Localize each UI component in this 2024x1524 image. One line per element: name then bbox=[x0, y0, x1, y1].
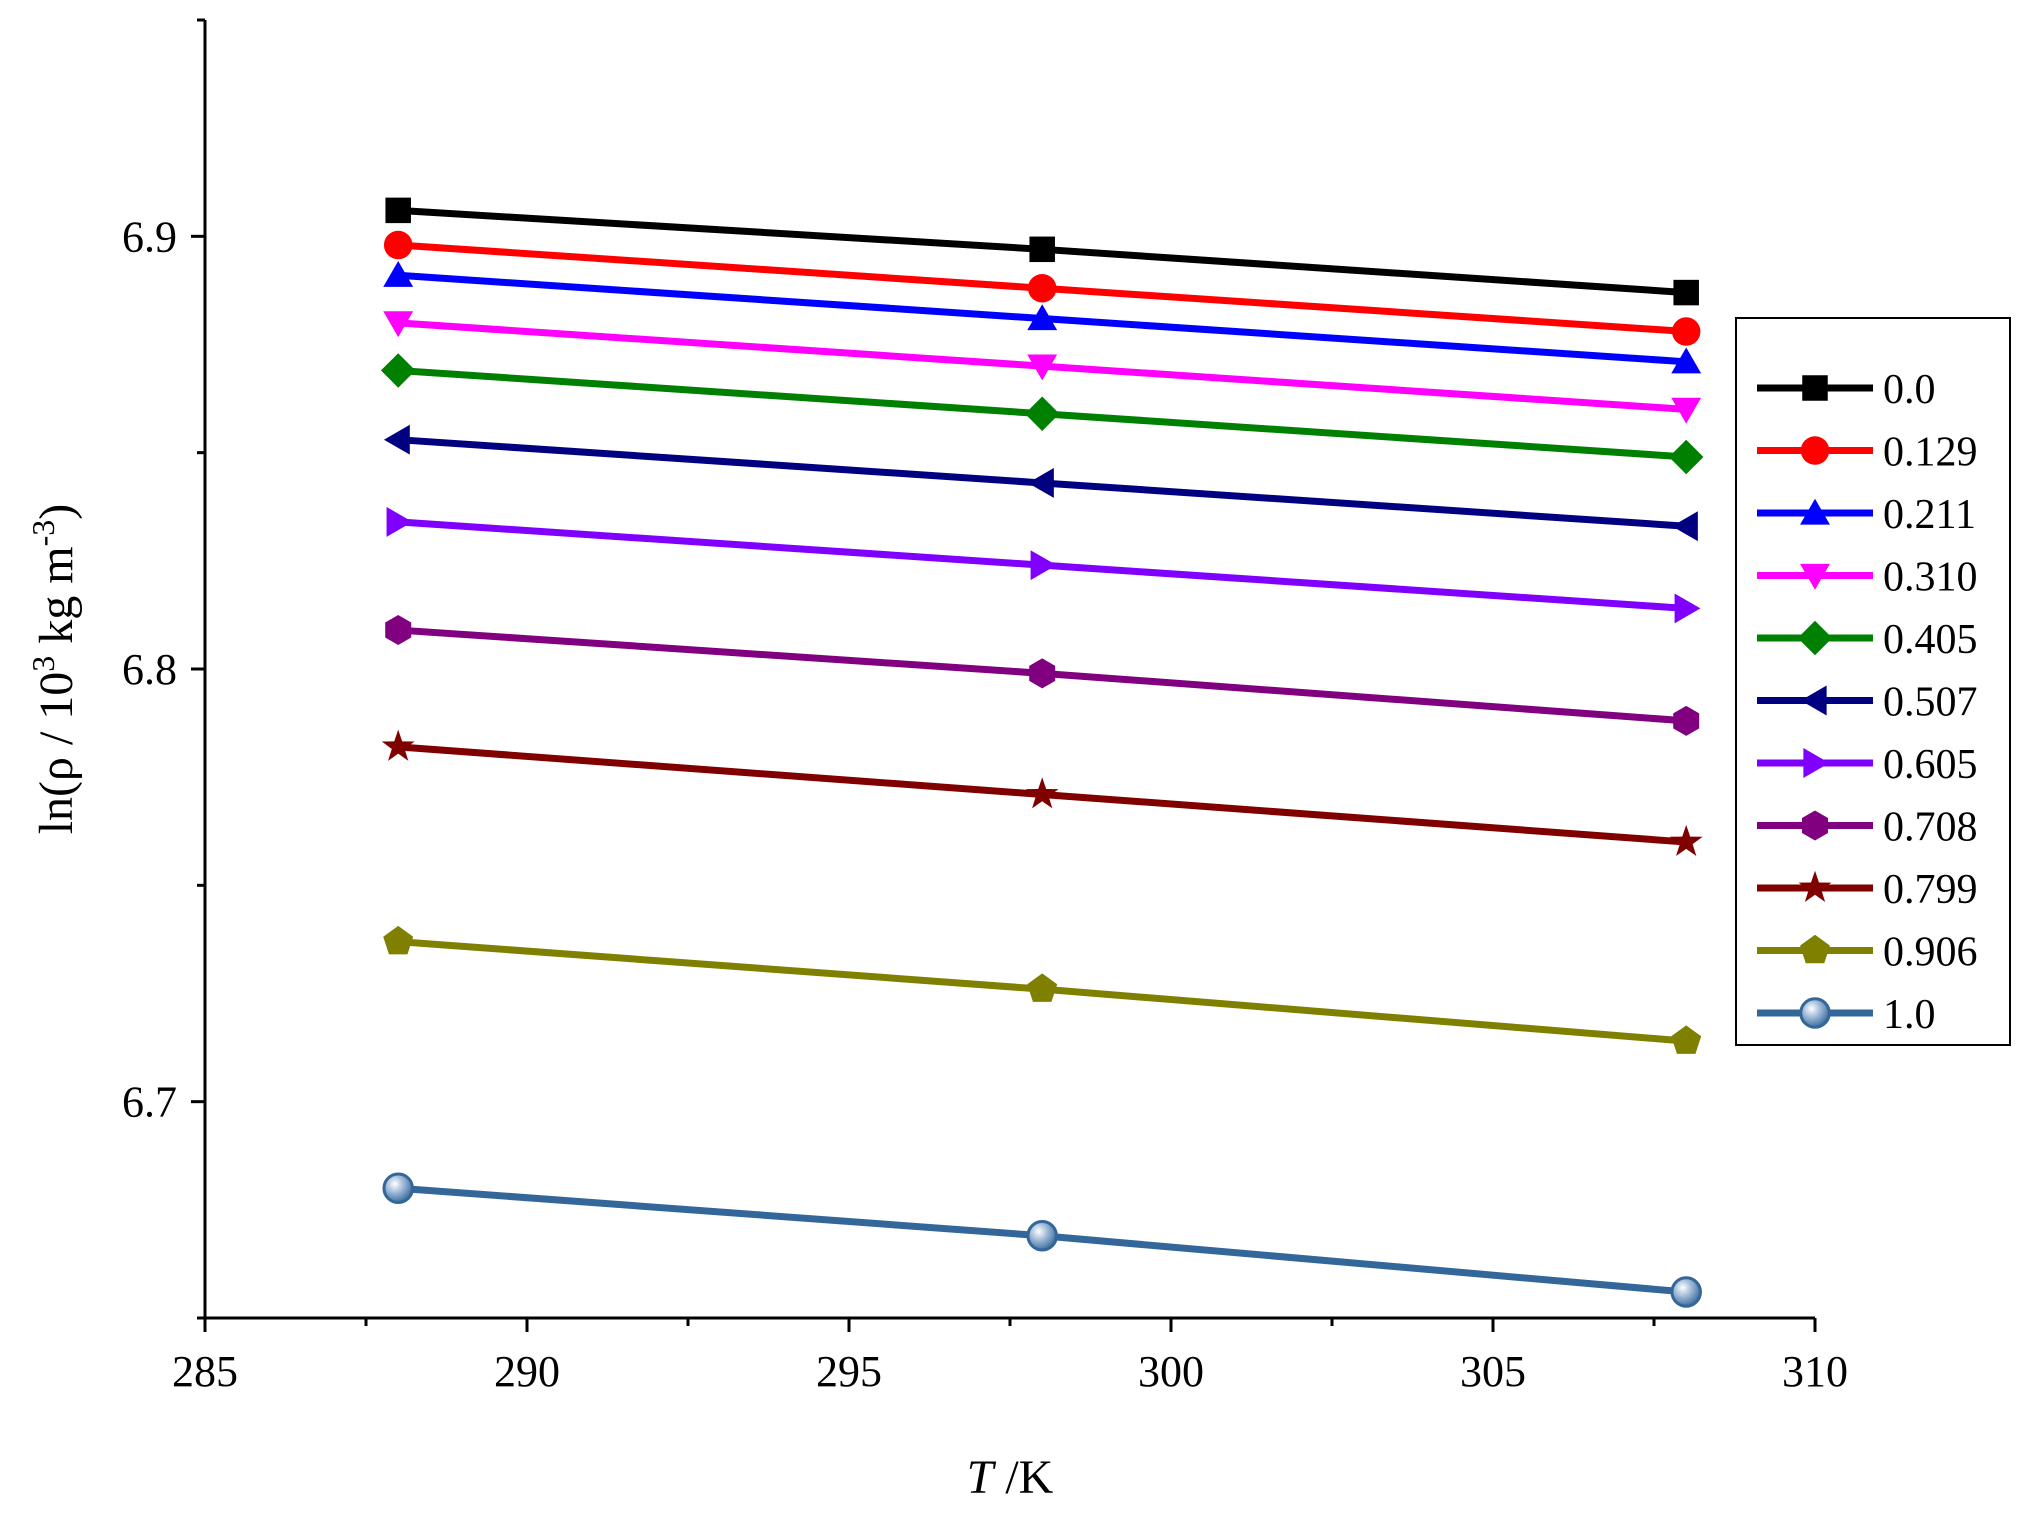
series-0.129 bbox=[383, 230, 1701, 346]
data-point bbox=[383, 230, 413, 260]
legend-item: 0.211 bbox=[1757, 492, 1976, 538]
data-point bbox=[1797, 620, 1833, 656]
data-point bbox=[1027, 274, 1057, 303]
legend-item: 0.507 bbox=[1757, 680, 1978, 726]
legend-label: 0.708 bbox=[1883, 805, 1978, 851]
data-point bbox=[1800, 498, 1830, 525]
data-point bbox=[1802, 375, 1828, 401]
x-axis-title: T /K bbox=[967, 1451, 1054, 1504]
data-point bbox=[1029, 236, 1055, 263]
data-point bbox=[1674, 593, 1701, 624]
data-point bbox=[383, 925, 414, 955]
legend-item: 0.906 bbox=[1757, 930, 1978, 976]
data-point bbox=[1027, 973, 1058, 1002]
data-point bbox=[1800, 436, 1830, 465]
x-tick-label: 305 bbox=[1460, 1347, 1526, 1396]
x-tick-label: 300 bbox=[1138, 1347, 1204, 1396]
data-point bbox=[1673, 279, 1699, 306]
data-point bbox=[1024, 396, 1060, 431]
y-tick-label: 6.8 bbox=[122, 645, 177, 694]
series-1.0 bbox=[382, 1172, 1702, 1308]
data-point bbox=[1800, 685, 1827, 716]
series-layer bbox=[380, 197, 1704, 1308]
data-point bbox=[385, 197, 411, 224]
data-point bbox=[1029, 658, 1056, 689]
data-point bbox=[1671, 1025, 1702, 1054]
y-tick-label: 6.7 bbox=[122, 1078, 177, 1127]
series-0.211 bbox=[383, 261, 1702, 374]
data-point bbox=[1026, 1220, 1058, 1252]
series-0.310 bbox=[383, 311, 1702, 424]
data-point bbox=[383, 311, 414, 338]
data-point bbox=[1799, 997, 1831, 1029]
data-point bbox=[1800, 934, 1830, 964]
legend-item: 0.405 bbox=[1757, 617, 1978, 663]
legend-label: 0.0 bbox=[1883, 367, 1936, 413]
data-point bbox=[1668, 439, 1704, 475]
x-tick-label: 290 bbox=[494, 1347, 560, 1396]
legend-item: 0.129 bbox=[1757, 430, 1978, 476]
data-point bbox=[383, 261, 414, 287]
legend-item: 1.0 bbox=[1757, 992, 1936, 1038]
legend-items: 0.0 0.129 0.211 0.310 0.405 0.507 0.605 0.708 0.… bbox=[1757, 367, 1978, 1038]
legend-item: 0.799 bbox=[1757, 867, 1978, 913]
series-0.0 bbox=[385, 197, 1699, 306]
data-point bbox=[1669, 824, 1703, 857]
series-0.605 bbox=[386, 506, 1701, 624]
data-point bbox=[1803, 748, 1830, 778]
data-point bbox=[380, 353, 416, 388]
data-point bbox=[1027, 354, 1058, 381]
data-point bbox=[382, 1172, 414, 1204]
x-tick-label: 295 bbox=[816, 1347, 882, 1396]
x-tick-label: 285 bbox=[172, 1347, 238, 1396]
data-point bbox=[1798, 870, 1832, 902]
data-point bbox=[1670, 1276, 1702, 1308]
legend-label: 0.405 bbox=[1883, 617, 1978, 663]
legend-label: 0.211 bbox=[1883, 492, 1976, 538]
data-point bbox=[1030, 550, 1057, 581]
legend-label: 0.507 bbox=[1883, 680, 1978, 726]
data-point bbox=[383, 424, 410, 455]
legend: 0.0 0.129 0.211 0.310 0.405 0.507 0.605 0.708 0.… bbox=[1735, 317, 2011, 1046]
series-0.507 bbox=[383, 424, 1698, 542]
data-point bbox=[1802, 810, 1828, 841]
legend-item: 0.708 bbox=[1757, 805, 1978, 851]
data-point bbox=[1671, 397, 1702, 424]
legend-item: 0.310 bbox=[1757, 555, 1978, 601]
data-point bbox=[381, 729, 415, 761]
series-0.405 bbox=[380, 353, 1704, 475]
legend-box bbox=[1735, 317, 2011, 1046]
legend-label: 1.0 bbox=[1883, 992, 1936, 1038]
series-0.799 bbox=[381, 729, 1703, 857]
legend-item: 0.605 bbox=[1757, 742, 1978, 788]
x-ticks: 285 290 295 300 305 310 bbox=[172, 1318, 1848, 1396]
legend-label: 0.906 bbox=[1883, 930, 1978, 976]
data-point bbox=[1671, 347, 1702, 374]
series-0.906 bbox=[383, 925, 1702, 1054]
data-point bbox=[1673, 705, 1700, 736]
legend-label: 0.605 bbox=[1883, 742, 1978, 788]
data-point bbox=[1671, 317, 1701, 346]
data-point bbox=[1671, 511, 1698, 542]
legend-item: 0.0 bbox=[1757, 367, 1936, 413]
legend-label: 0.310 bbox=[1883, 555, 1978, 601]
data-point bbox=[1027, 304, 1058, 331]
series-0.708 bbox=[385, 615, 1700, 736]
legend-label: 0.799 bbox=[1883, 867, 1978, 913]
data-point bbox=[1027, 468, 1054, 498]
legend-label: 0.129 bbox=[1883, 430, 1978, 476]
data-point bbox=[386, 506, 413, 537]
data-point bbox=[385, 615, 412, 646]
y-axis-title: ln(ρ / 103 kg m-3) bbox=[25, 504, 83, 835]
data-point bbox=[1025, 777, 1059, 809]
x-tick-label: 310 bbox=[1782, 1347, 1848, 1396]
y-ticks: 6.7 6.8 6.9 bbox=[122, 18, 205, 1320]
data-point bbox=[1800, 563, 1830, 590]
y-tick-label: 6.9 bbox=[122, 212, 177, 261]
